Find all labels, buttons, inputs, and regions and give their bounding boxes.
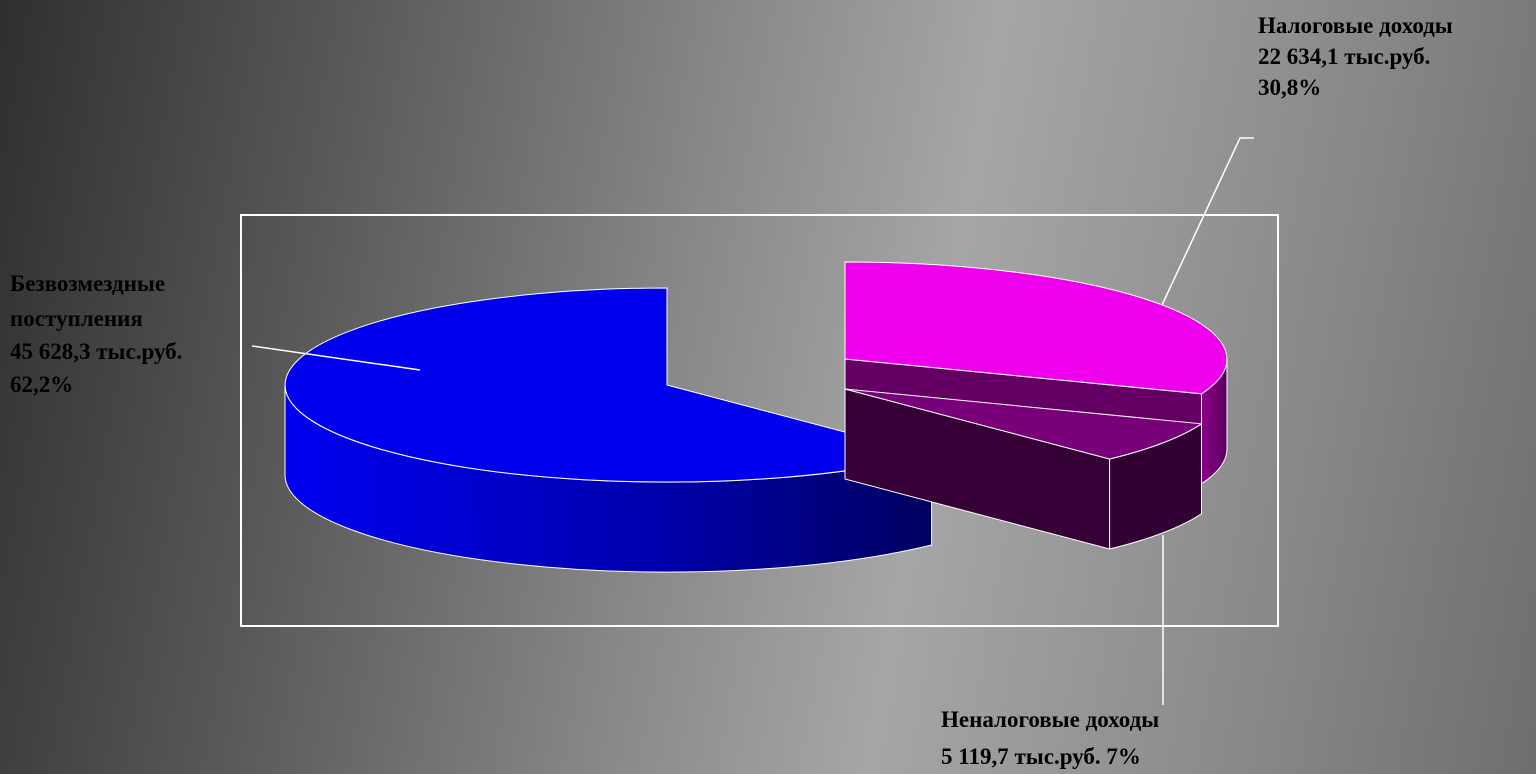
slice-bezvozmezdnye [284,287,932,483]
slice-nalogovye [844,261,1228,395]
leader-line-bezvozmezdnye [251,345,421,371]
label-line: Неналоговые доходы [941,707,1159,732]
label-line: 22 634,1 тыс.руб. [1258,44,1430,69]
label-line: 45 628,3 тыс.руб. [10,339,182,364]
label-line: 30,8% [1258,75,1321,100]
pie-slices [284,261,1228,573]
slice-nenalogovye [844,388,1203,460]
label-line: 5 119,7 тыс.руб. 7% [941,744,1141,769]
plot-area-frame [240,214,1279,627]
label-line: 62,2% [10,372,73,397]
leader-lines [251,137,1254,705]
label-line: Безвозмездные [10,271,165,296]
label-line: поступления [10,306,143,331]
label-line: Налоговые доходы [1258,13,1453,38]
leader-line-nalogovye [1161,137,1254,306]
data-label-bezvozmezdnye: Безвозмездные поступления 45 628,3 тыс.р… [10,271,188,397]
data-label-nenalogovye: Неналоговые доходы 5 119,7 тыс.руб. 7% [941,707,1165,769]
data-label-nalogovye: Налоговые доходы 22 634,1 тыс.руб. 30,8% [1258,13,1459,100]
